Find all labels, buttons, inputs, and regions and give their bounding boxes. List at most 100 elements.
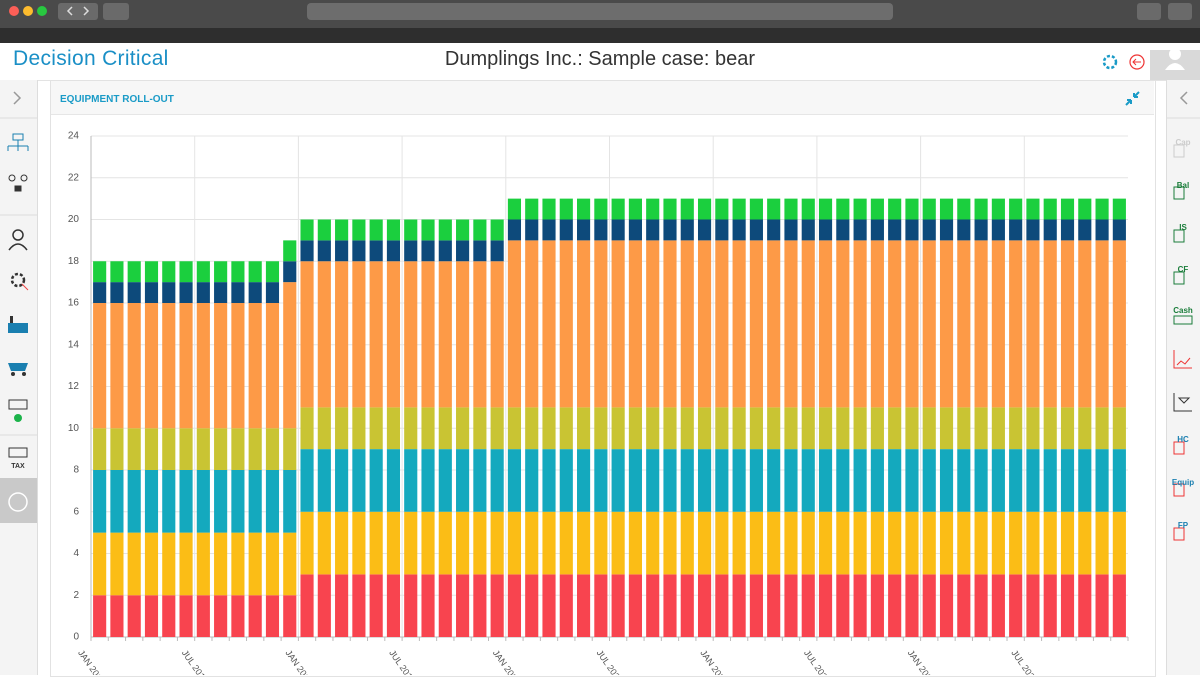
- bar-segment: [265, 261, 280, 283]
- bar-segment: [144, 428, 159, 470]
- bar-segment: [300, 261, 314, 408]
- bar-segment: [957, 511, 971, 575]
- bar-segment: [991, 511, 1005, 575]
- bar-segment: [421, 449, 435, 512]
- bar-segment: [784, 219, 798, 241]
- nav-equip[interactable]: Equip: [1171, 478, 1195, 487]
- bar-segment: [1095, 449, 1109, 512]
- nav-cap[interactable]: Cap: [1175, 138, 1191, 147]
- bar-segment: [421, 574, 435, 637]
- y-tick-label: 16: [68, 298, 80, 309]
- org-icon[interactable]: [7, 133, 29, 151]
- nav-is[interactable]: IS: [1179, 223, 1187, 232]
- person-icon[interactable]: [8, 229, 28, 251]
- tools-icon[interactable]: [10, 272, 29, 291]
- bar-segment: [507, 219, 522, 241]
- bar-segment: [542, 511, 556, 575]
- bar-segment: [127, 303, 141, 429]
- bar-segment: [663, 407, 677, 450]
- factory-icon[interactable]: [8, 316, 28, 333]
- bar-segment: [369, 219, 383, 241]
- bar-segment: [352, 219, 366, 241]
- bar-segment: [542, 240, 556, 408]
- bar-segment: [404, 511, 418, 575]
- bar-segment: [231, 428, 245, 470]
- y-tick-label: 14: [68, 339, 80, 350]
- bar-segment: [542, 198, 556, 220]
- bar-segment: [767, 449, 781, 512]
- bar-segment: [1112, 219, 1126, 241]
- roles-icon[interactable]: [8, 174, 28, 192]
- bar-segment: [628, 511, 642, 575]
- nav-cf[interactable]: CF: [1177, 265, 1189, 274]
- tax-icon[interactable]: TAX: [8, 447, 28, 470]
- sidebar-button[interactable]: [103, 3, 129, 20]
- bar-segment: [144, 303, 159, 429]
- x-tick-label: JUL 2021: [802, 648, 832, 675]
- nav-fp[interactable]: FP: [1177, 521, 1189, 530]
- bar-segment: [559, 198, 573, 220]
- bar-segment: [1078, 511, 1092, 575]
- bar-segment: [922, 574, 936, 637]
- money-icon[interactable]: [8, 399, 28, 422]
- bar-segment: [110, 282, 124, 303]
- bar-segment: [456, 240, 470, 262]
- expand-button[interactable]: [13, 91, 22, 105]
- bar-segment: [525, 574, 539, 637]
- bar-segment: [905, 574, 919, 637]
- bar-segment: [1060, 219, 1075, 241]
- bar-segment: [1112, 240, 1126, 408]
- bar-segment: [352, 261, 366, 408]
- bar-segment: [628, 219, 642, 241]
- bar-segment: [957, 198, 971, 220]
- share-button[interactable]: [1137, 3, 1161, 20]
- minimize-button[interactable]: [23, 6, 33, 16]
- close-button[interactable]: [9, 6, 19, 16]
- bar-segment: [1043, 449, 1057, 512]
- cart-icon[interactable]: [8, 363, 28, 376]
- bar-segment: [525, 407, 539, 450]
- nav-hc[interactable]: HC: [1177, 435, 1189, 444]
- maximize-button[interactable]: [37, 6, 47, 16]
- bar-segment: [438, 261, 452, 408]
- bar-segment: [594, 198, 608, 220]
- y-tick-label: 20: [68, 214, 80, 225]
- bar-segment: [214, 595, 228, 637]
- logo[interactable]: Decision Critical: [13, 47, 169, 70]
- bar-segment: [939, 511, 954, 575]
- back-icon[interactable]: [1129, 54, 1145, 70]
- bar-segment: [853, 511, 867, 575]
- bar-segment: [214, 470, 228, 533]
- bar-segment: [646, 574, 660, 637]
- bar-segment: [1043, 511, 1057, 575]
- bar-segment: [732, 198, 746, 220]
- url-bar[interactable]: [307, 3, 893, 20]
- bar-segment: [386, 240, 401, 262]
- bar-segment: [559, 574, 573, 637]
- bar-segment: [248, 428, 262, 470]
- bar-segment: [490, 261, 504, 408]
- nav-buttons[interactable]: [58, 3, 98, 20]
- bar-segment: [1043, 219, 1057, 241]
- bar-segment: [265, 303, 280, 429]
- bar-segment: [386, 219, 401, 241]
- bar-segment: [162, 595, 176, 637]
- bar-segment: [490, 240, 504, 262]
- bar-segment: [715, 574, 729, 637]
- bar-segment: [1095, 198, 1109, 220]
- nav-cash[interactable]: Cash: [1173, 306, 1193, 315]
- bar-segment: [870, 240, 884, 408]
- bar-segment: [214, 532, 228, 596]
- collapse-icon[interactable]: [1124, 90, 1142, 108]
- dashboard-tab[interactable]: [0, 478, 37, 523]
- settings-icon[interactable]: [1102, 54, 1118, 70]
- nav-bal[interactable]: Bal: [1176, 181, 1190, 190]
- bar-segment: [577, 219, 591, 241]
- bar-segment: [559, 407, 573, 450]
- bar-segment: [974, 407, 988, 450]
- bar-segment: [214, 303, 228, 429]
- tabs-button[interactable]: [1168, 3, 1192, 20]
- bar-segment: [525, 219, 539, 241]
- expand-button[interactable]: [1179, 91, 1188, 105]
